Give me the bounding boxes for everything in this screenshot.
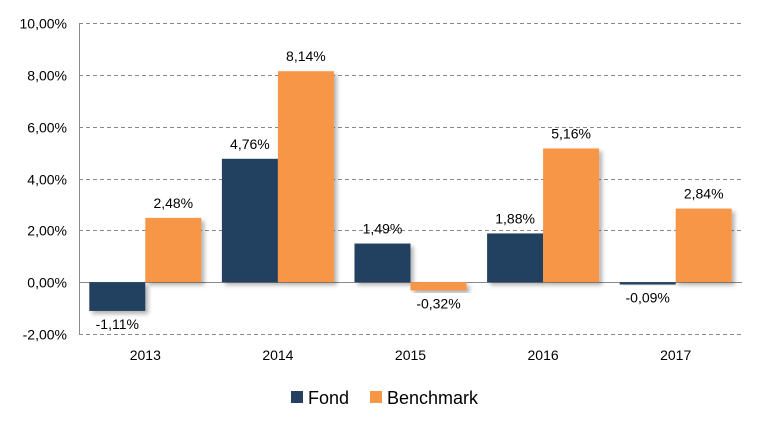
bar-benchmark-2016 <box>543 148 600 283</box>
legend-label-benchmark: Benchmark <box>387 388 479 408</box>
bar-benchmark-2013 <box>145 217 202 283</box>
data-label-fond-2013: -1,11% <box>96 316 139 332</box>
data-label-fond-2015: 1,49% <box>363 221 403 237</box>
bar-fond-2015 <box>354 243 411 283</box>
y-tick-label: 10,00% <box>20 16 67 32</box>
data-label-benchmark-2017: 2,84% <box>684 186 724 202</box>
y-tick-label: 6,00% <box>27 120 67 136</box>
bars <box>89 71 732 311</box>
x-tick-label: 2013 <box>130 347 161 363</box>
data-label-benchmark-2014: 8,14% <box>286 48 326 64</box>
data-label-benchmark-2016: 5,16% <box>551 125 591 141</box>
legend-label-fond: Fond <box>308 388 349 408</box>
data-label-fond-2014: 4,76% <box>230 136 270 152</box>
data-label-fond-2017: -0,09% <box>626 289 670 305</box>
legend-swatch-fond <box>291 391 303 403</box>
bar-benchmark-2014 <box>277 71 334 283</box>
x-tick-label: 2016 <box>528 347 559 363</box>
x-tick-label: 2014 <box>262 347 293 363</box>
bar-benchmark-2017 <box>675 208 732 283</box>
data-labels: -1,11% 2,48% 4,76% 8,14% 1,49% -0,32% 1,88% 5,1… <box>96 48 724 332</box>
bar-benchmark-2015 <box>410 282 467 291</box>
bar-fond-2017 <box>619 282 676 285</box>
data-label-benchmark-2013: 2,48% <box>153 195 193 211</box>
bar-fond-2016 <box>487 233 544 283</box>
legend: Fond Benchmark <box>291 388 479 408</box>
data-label-benchmark-2015: -0,32% <box>416 295 460 311</box>
x-axis-tick-labels: 2013 2014 2015 2016 2017 <box>130 347 692 363</box>
bar-fond-2013 <box>89 282 146 311</box>
x-tick-label: 2015 <box>395 347 426 363</box>
y-tick-label: 8,00% <box>27 68 67 84</box>
y-tick-label: -2,00% <box>23 327 67 343</box>
legend-swatch-benchmark <box>370 391 382 403</box>
y-tick-label: 0,00% <box>27 275 67 291</box>
y-tick-label: 2,00% <box>27 223 67 239</box>
y-axis-tick-labels: -2,00% 0,00% 2,00% 4,00% 6,00% 8,00% 10,00% <box>20 16 67 343</box>
bar-fond-2014 <box>221 158 278 283</box>
data-label-fond-2016: 1,88% <box>495 210 535 226</box>
x-tick-label: 2017 <box>660 347 691 363</box>
y-tick-label: 4,00% <box>27 172 67 188</box>
